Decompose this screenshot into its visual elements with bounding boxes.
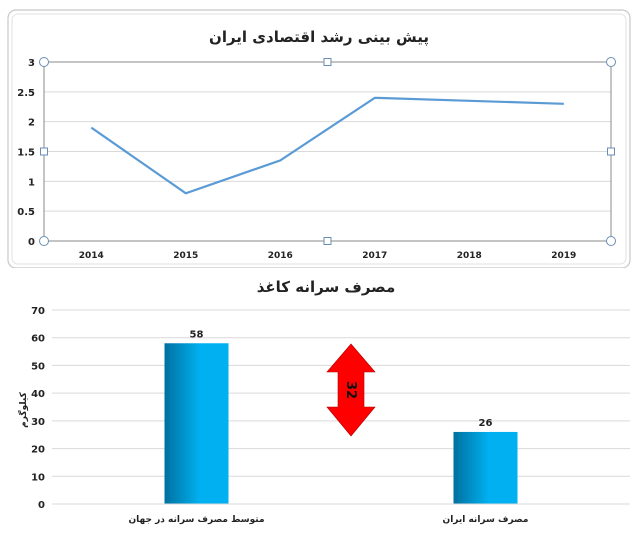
y-axis-tick-labels: 0 0.5 1 1.5 2 2.5 3 [17, 58, 35, 248]
double-arrow-shape [326, 343, 376, 437]
chart-frame-inner [11, 13, 627, 265]
x-axis-tick-labels: متوسط مصرف سرانه در جهان مصرف سرانه ایران [128, 515, 528, 525]
x-axis-tick-labels: 2014 2015 2016 2017 2018 2019 [79, 251, 577, 261]
chart-title: مصرف سرانه کاغذ [257, 278, 396, 296]
y-axis-label: کیلوگرم [17, 391, 29, 427]
x-tick-label: مصرف سرانه ایران [443, 515, 529, 525]
y-tick-label: 0.5 [17, 207, 35, 218]
bar [453, 431, 518, 504]
y-tick-label: 10 [31, 472, 45, 483]
corner-handle[interactable] [39, 57, 49, 67]
y-tick-label: 70 [31, 306, 45, 317]
x-tick-label: 2019 [551, 251, 576, 261]
selection-handles[interactable] [39, 57, 616, 246]
side-handle[interactable] [40, 147, 48, 156]
y-tick-label: 50 [31, 361, 45, 372]
data-label: 26 [479, 418, 493, 429]
data-labels: 58 26 [190, 329, 493, 429]
x-tick-label: 2017 [362, 251, 387, 261]
y-tick-label: 30 [31, 417, 45, 428]
corner-handle[interactable] [39, 236, 49, 246]
bars [164, 343, 518, 504]
corner-handle[interactable] [606, 57, 616, 67]
difference-label: 32 [343, 381, 358, 399]
growth-forecast-chart: پیش بینی رشد اقتصادی ایران 0 0.5 1 1.5 2 2.5 3… [7, 9, 631, 268]
side-handle[interactable] [323, 58, 332, 66]
x-tick-label: 2014 [79, 251, 104, 261]
side-handle[interactable] [607, 147, 615, 156]
side-handle[interactable] [323, 237, 332, 245]
y-tick-label: 2.5 [17, 88, 35, 99]
y-axis-tick-labels: 0 10 20 30 40 50 60 70 [31, 306, 45, 511]
y-tick-label: 20 [31, 445, 45, 456]
chart-title: پیش بینی رشد اقتصادی ایران [209, 28, 429, 47]
y-tick-label: 3 [28, 58, 35, 69]
y-tick-label: 60 [31, 334, 45, 345]
x-tick-label: 2016 [268, 251, 293, 261]
x-tick-label: 2015 [173, 251, 198, 261]
series-line [90, 96, 564, 195]
x-tick-label: متوسط مصرف سرانه در جهان [128, 515, 264, 525]
y-tick-label: 1 [28, 177, 35, 188]
bar [164, 343, 229, 504]
y-tick-label: 2 [28, 118, 35, 129]
difference-arrow: 32 [326, 343, 376, 437]
x-tick-label: 2018 [457, 251, 482, 261]
corner-handle[interactable] [606, 236, 616, 246]
y-tick-label: 0 [28, 237, 35, 248]
y-tick-label: 0 [38, 500, 45, 511]
data-label: 58 [190, 329, 204, 340]
y-tick-label: 40 [31, 389, 45, 400]
chart-frame[interactable] [7, 9, 631, 268]
y-tick-label: 1.5 [17, 148, 35, 159]
